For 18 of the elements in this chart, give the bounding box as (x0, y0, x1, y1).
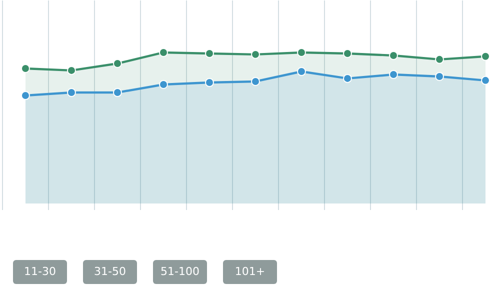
point (435, 54, 444, 64)
point (112, 88, 122, 97)
point (389, 70, 398, 80)
text: 101+ (223, 260, 277, 284)
text: 51-100 (153, 260, 207, 284)
point (296, 67, 306, 76)
point (389, 51, 398, 60)
point (204, 49, 214, 58)
point (435, 72, 444, 81)
text: 11-30 (13, 260, 67, 284)
point (342, 74, 352, 83)
point (204, 78, 214, 88)
point (250, 76, 260, 86)
point (158, 80, 168, 89)
point (112, 59, 122, 68)
point (66, 88, 76, 97)
text: 31-50 (83, 260, 137, 284)
point (342, 49, 352, 58)
